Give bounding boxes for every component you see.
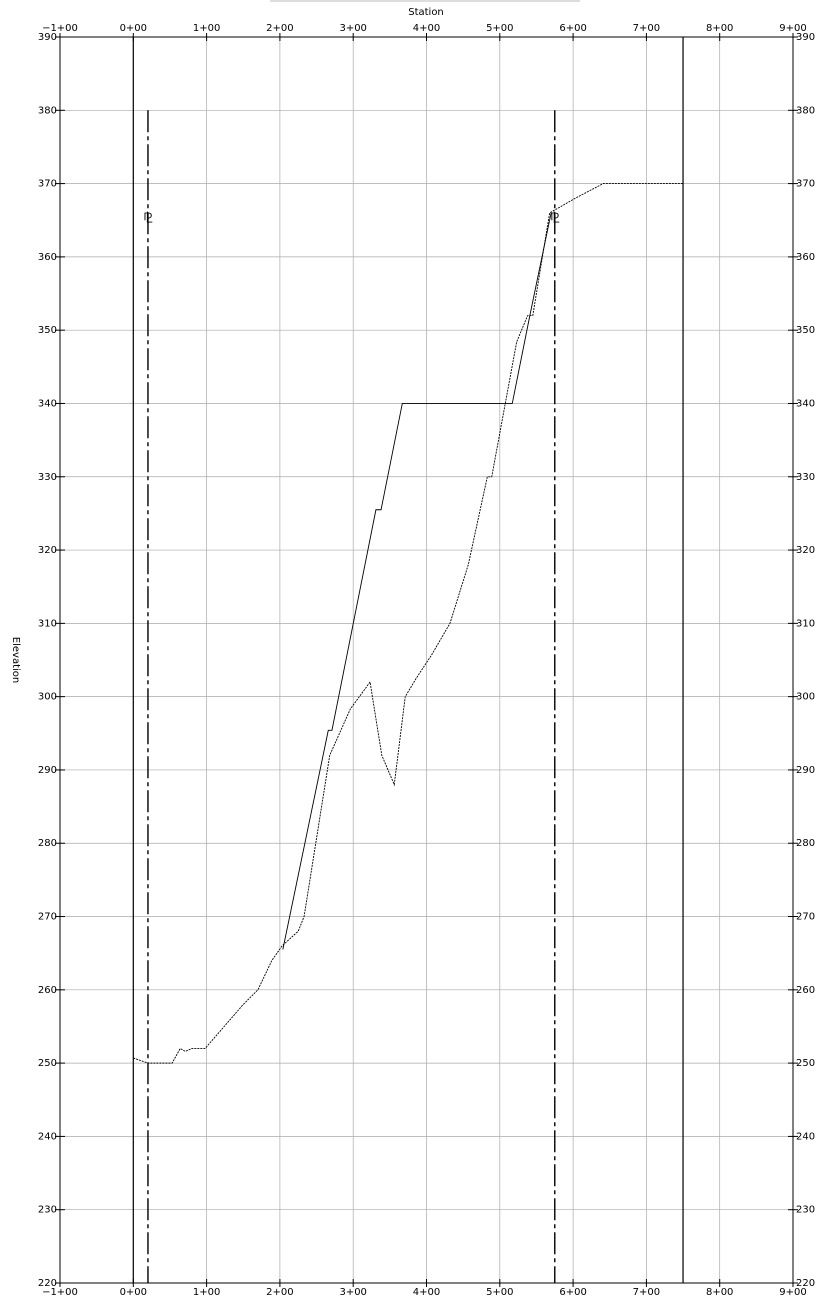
y-tick-label: 330 bbox=[38, 472, 57, 483]
y-tick-label: 390 bbox=[796, 32, 815, 43]
y-tick-label: 360 bbox=[38, 252, 57, 263]
x-tick-label: 8+00 bbox=[706, 23, 733, 34]
x-tick-label: 9+00 bbox=[779, 23, 806, 34]
x-tick-label: 7+00 bbox=[633, 1287, 660, 1298]
y-tick-label: 370 bbox=[796, 179, 815, 190]
x-tick-label: 9+00 bbox=[779, 1287, 806, 1298]
x-axis-label: Station bbox=[408, 7, 444, 18]
x-tick-label: 4+00 bbox=[413, 1287, 440, 1298]
y-tick-label: 340 bbox=[38, 398, 57, 409]
y-tick-label: 360 bbox=[796, 252, 815, 263]
y-tick-label: 290 bbox=[796, 765, 815, 776]
reference-label: ⅊ bbox=[143, 210, 153, 226]
x-tick-label: 0+00 bbox=[120, 23, 147, 34]
x-tick-label: 3+00 bbox=[339, 1287, 366, 1298]
y-tick-label: 230 bbox=[38, 1205, 57, 1216]
y-tick-label: 310 bbox=[38, 618, 57, 629]
y-tick-label: 280 bbox=[38, 838, 57, 849]
y-tick-label: 320 bbox=[38, 545, 57, 556]
x-tick-label: 2+00 bbox=[266, 23, 293, 34]
x-tick-label: −1+00 bbox=[42, 23, 78, 34]
y-tick-label: 250 bbox=[38, 1058, 57, 1069]
y-tick-label: 370 bbox=[38, 179, 57, 190]
x-tick-label: 8+00 bbox=[706, 1287, 733, 1298]
y-tick-label: 320 bbox=[796, 545, 815, 556]
x-tick-label: 6+00 bbox=[559, 23, 586, 34]
y-tick-label: 380 bbox=[796, 105, 815, 116]
y-tick-label: 340 bbox=[796, 398, 815, 409]
y-tick-label: 250 bbox=[796, 1058, 815, 1069]
y-tick-label: 260 bbox=[796, 985, 815, 996]
y-tick-label: 220 bbox=[38, 1278, 57, 1289]
y-tick-label: 270 bbox=[796, 912, 815, 923]
y-tick-label: 380 bbox=[38, 105, 57, 116]
y-tick-label: 300 bbox=[796, 692, 815, 703]
x-tick-label: 7+00 bbox=[633, 23, 660, 34]
x-tick-label: 1+00 bbox=[193, 23, 220, 34]
y-tick-label: 310 bbox=[796, 618, 815, 629]
y-tick-label: 350 bbox=[38, 325, 57, 336]
series-line bbox=[282, 212, 552, 950]
x-tick-label: 1+00 bbox=[193, 1287, 220, 1298]
x-tick-label: 2+00 bbox=[266, 1287, 293, 1298]
x-tick-label: 0+00 bbox=[120, 1287, 147, 1298]
series-line bbox=[133, 183, 684, 1064]
y-tick-label: 230 bbox=[796, 1205, 815, 1216]
y-tick-label: 330 bbox=[796, 472, 815, 483]
x-tick-label: 4+00 bbox=[413, 23, 440, 34]
y-tick-label: 260 bbox=[38, 985, 57, 996]
x-tick-label: 5+00 bbox=[486, 1287, 513, 1298]
plot-frame bbox=[59, 36, 794, 1284]
reference-label: ⅊ bbox=[550, 210, 560, 226]
y-tick-label: 220 bbox=[796, 1278, 815, 1289]
y-tick-label: 240 bbox=[38, 1131, 57, 1142]
y-tick-label: 280 bbox=[796, 838, 815, 849]
y-tick-label: 240 bbox=[796, 1131, 815, 1142]
y-tick-label: 290 bbox=[38, 765, 57, 776]
x-tick-label: 5+00 bbox=[486, 23, 513, 34]
x-tick-label: 6+00 bbox=[559, 1287, 586, 1298]
y-tick-label: 270 bbox=[38, 912, 57, 923]
y-tick-label: 390 bbox=[38, 32, 57, 43]
x-tick-label: −1+00 bbox=[42, 1287, 78, 1298]
y-axis-label: Elevation bbox=[10, 637, 21, 683]
y-tick-label: 300 bbox=[38, 692, 57, 703]
x-tick-label: 3+00 bbox=[339, 23, 366, 34]
y-tick-label: 350 bbox=[796, 325, 815, 336]
